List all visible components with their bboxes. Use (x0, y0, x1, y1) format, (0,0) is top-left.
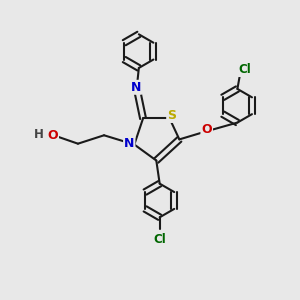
Text: Cl: Cl (153, 233, 166, 246)
Text: O: O (201, 123, 212, 136)
Text: O: O (47, 129, 58, 142)
Text: Cl: Cl (238, 63, 251, 76)
Text: N: N (124, 137, 134, 150)
Text: S: S (167, 109, 176, 122)
Text: H: H (34, 128, 43, 141)
Text: N: N (131, 81, 141, 94)
